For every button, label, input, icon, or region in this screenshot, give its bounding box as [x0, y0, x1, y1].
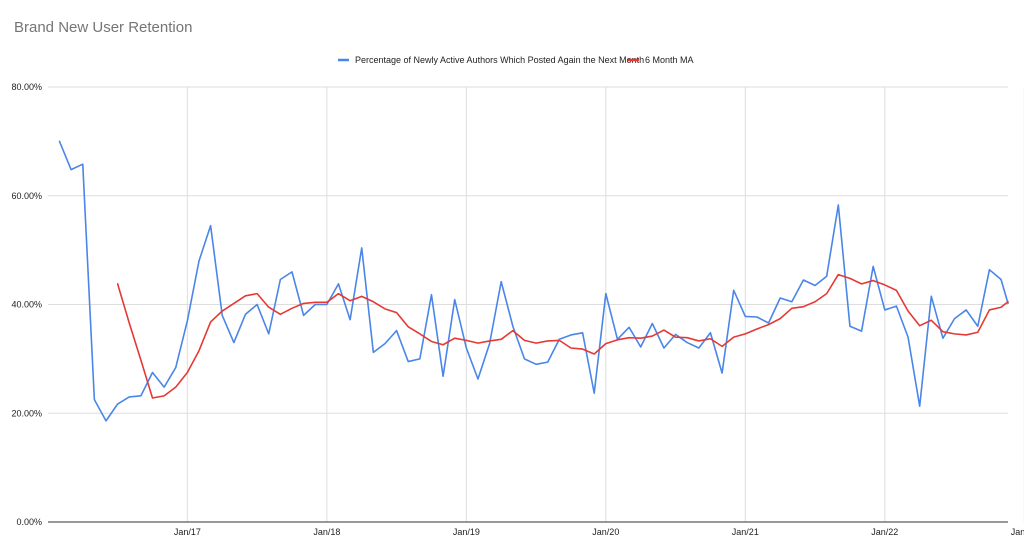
y-tick-label: 20.00% [11, 408, 42, 418]
series-line-2 [116, 273, 1009, 399]
x-tick-label: Jan/21 [732, 527, 759, 537]
grid [48, 86, 1024, 522]
y-tick-label: 40.00% [11, 300, 42, 310]
x-tick-label: Jan/17 [174, 527, 201, 537]
x-tick-label: Jan/22 [871, 527, 898, 537]
y-tick-label: 80.00% [11, 82, 42, 92]
chart-title: Brand New User Retention [14, 19, 193, 36]
y-tick-label: 60.00% [11, 191, 42, 201]
legend-label-series-1: Percentage of Newly Active Authors Which… [355, 55, 644, 65]
x-tick-label: Jan/23 [1011, 527, 1024, 537]
legend: Percentage of Newly Active Authors Which… [338, 55, 694, 65]
y-tick-label: 0.00% [16, 517, 42, 527]
series [58, 140, 1009, 422]
x-tick-label: Jan/18 [313, 527, 340, 537]
x-tick-label: Jan/19 [453, 527, 480, 537]
legend-label-series-2: 6 Month MA [645, 55, 694, 65]
axes: 0.00% 20.00% 40.00% 60.00% 80.00% Jan/17 Jan/1… [11, 82, 1024, 537]
series-line-1 [58, 140, 1009, 422]
x-tick-label: Jan/20 [592, 527, 619, 537]
